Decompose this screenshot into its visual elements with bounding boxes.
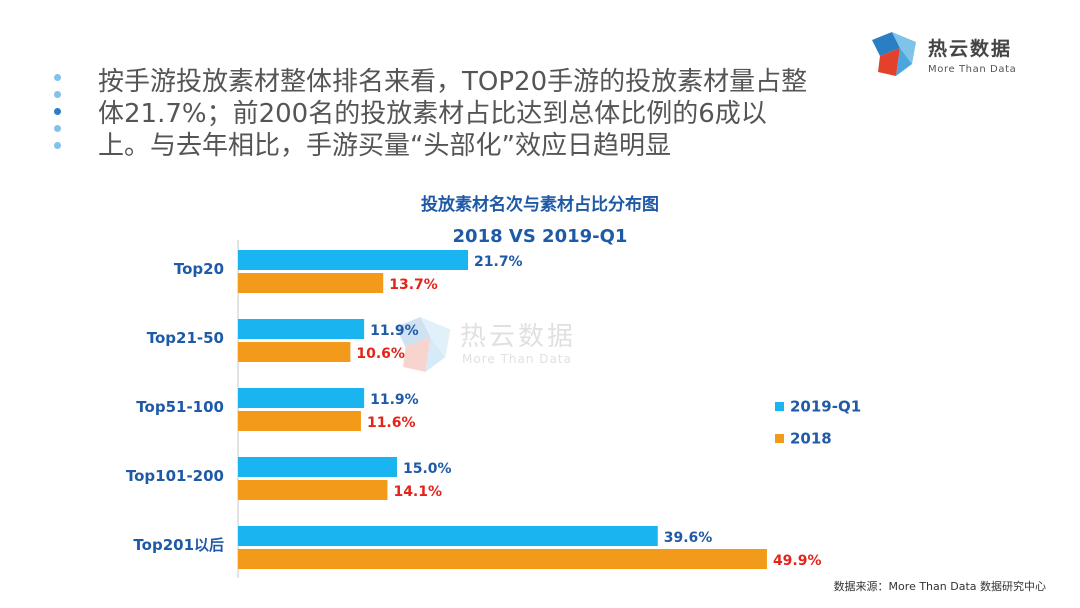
data-label: 15.0% xyxy=(403,461,452,477)
logo-tagline: More Than Data xyxy=(928,64,1017,75)
bar-2019 xyxy=(238,388,365,408)
category-label: Top101-200 xyxy=(126,467,224,485)
bar-2018 xyxy=(238,411,361,431)
legend-label-2018: 2018 xyxy=(790,429,832,448)
legend-label-2019: 2019-Q1 xyxy=(790,397,862,416)
legend-swatch-2019 xyxy=(775,402,784,411)
legend-swatch-2018 xyxy=(775,434,784,443)
data-label: 11.9% xyxy=(370,323,419,339)
bar-2018 xyxy=(238,342,351,362)
logo-cube-icon xyxy=(872,32,916,76)
watermark-name: 热云数据 xyxy=(460,322,577,352)
category-label: Top51-100 xyxy=(136,398,224,416)
data-label: 14.1% xyxy=(393,484,442,500)
data-label: 13.7% xyxy=(389,277,438,293)
bar-2019 xyxy=(238,319,365,339)
legend-item-2018: 2018 xyxy=(775,428,861,452)
bar-2018 xyxy=(238,549,767,569)
bullet-dot xyxy=(54,91,61,98)
category-label: Top201以后 xyxy=(133,536,224,554)
data-source-note: 数据来源：More Than Data 数据研究中心 xyxy=(833,580,1046,593)
chart-title: 投放素材名次与素材占比分布图 xyxy=(421,195,659,215)
bullet-dot xyxy=(54,74,61,81)
bar-2018 xyxy=(238,273,384,293)
data-label: 10.6% xyxy=(356,346,405,362)
bullet-dot xyxy=(54,125,61,132)
bar-2019 xyxy=(238,250,469,270)
logo: 热云数据 More Than Data xyxy=(866,28,1066,88)
bar-2019 xyxy=(238,457,397,477)
headline-text: 按手游投放素材整体排名来看，TOP20手游的投放素材量占整体21.7%；前200… xyxy=(98,67,808,161)
logo-name: 热云数据 xyxy=(928,38,1013,60)
chart-subtitle: 2018 VS 2019-Q1 xyxy=(452,226,628,247)
legend-item-2019: 2019-Q1 xyxy=(775,396,861,420)
data-label: 11.6% xyxy=(367,415,416,431)
watermark-cube-icon xyxy=(395,317,451,372)
data-label: 39.6% xyxy=(664,530,713,546)
data-label: 49.9% xyxy=(773,553,822,569)
category-label: Top21-50 xyxy=(147,329,224,347)
bar-2018 xyxy=(238,480,388,500)
data-label: 21.7% xyxy=(474,254,523,270)
bullet-dots xyxy=(52,74,68,164)
data-label: 11.9% xyxy=(370,392,419,408)
bar-2019 xyxy=(238,526,658,546)
watermark: 热云数据 More Than Data xyxy=(388,312,588,392)
bullet-dot xyxy=(54,108,61,115)
bullet-dot xyxy=(54,142,61,149)
watermark-tagline: More Than Data xyxy=(462,352,572,366)
chart-legend: 2019-Q1 2018 xyxy=(775,396,861,460)
category-label: Top20 xyxy=(174,260,224,278)
